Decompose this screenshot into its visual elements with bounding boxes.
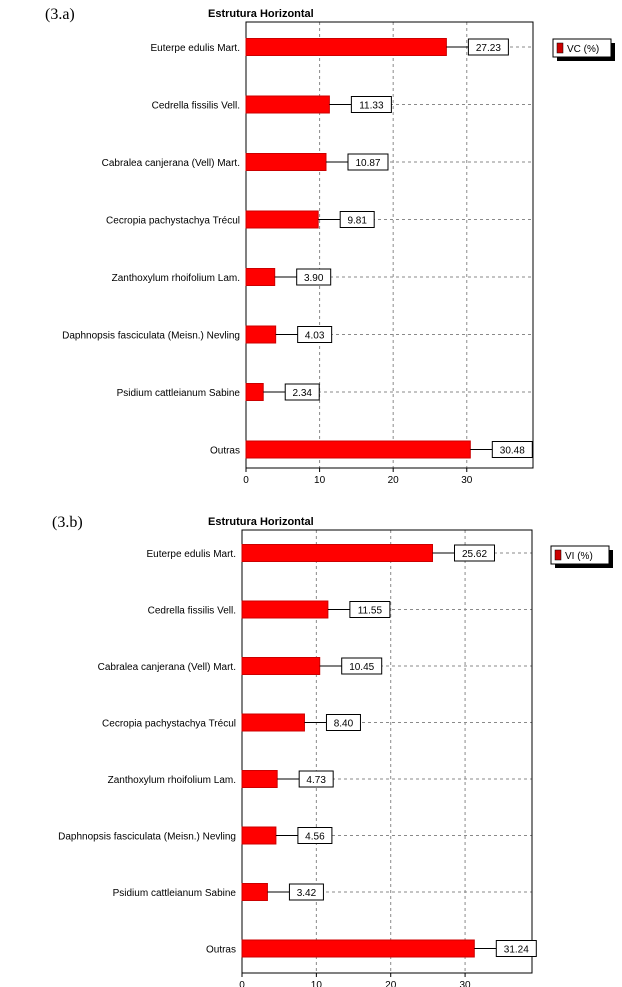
category-label: Outras: [206, 945, 236, 956]
bar: [241, 883, 268, 901]
x-tick-label: 20: [385, 980, 397, 987]
legend-swatch: [556, 42, 564, 54]
bar: [241, 657, 321, 675]
bar: [245, 383, 264, 401]
value-label: 30.48: [500, 446, 525, 457]
bar-chart-a: 0 10 20 30 Euterpe edulis Mart. 27.23 Cedrella…: [62, 21, 615, 486]
legend-box: [552, 38, 612, 58]
value-label: 4.73: [306, 775, 326, 786]
bar: [245, 95, 330, 114]
category-label: Zanthoxylum rhoifolium Lam.: [112, 273, 240, 284]
bar: [245, 325, 277, 344]
value-label-box: [350, 96, 392, 113]
value-label-box: [298, 770, 334, 788]
category-label: Cabralea canjerana (Vell) Mart.: [102, 158, 240, 169]
bar: [241, 939, 475, 958]
category-label: Psidium cattleianum Sabine: [113, 888, 237, 899]
bar: [241, 544, 434, 562]
value-label-box: [297, 326, 333, 343]
bar: [245, 268, 276, 286]
legend-swatch: [554, 549, 562, 561]
value-label: 8.40: [334, 719, 354, 730]
gridlines-a: [246, 22, 533, 468]
x-tick-label: 30: [460, 980, 472, 987]
value-label-box: [288, 883, 324, 901]
value-label: 2.34: [292, 388, 312, 399]
bar: [245, 38, 447, 56]
chart-panel-a: (3.a) Estrutura Horizontal 0 10 20 30 Euterp…: [0, 0, 622, 492]
legend-box: [550, 545, 610, 565]
category-label: Cecropia pachystachya Trécul: [106, 216, 240, 227]
value-label: 27.23: [476, 43, 501, 54]
value-label: 25.62: [462, 549, 487, 560]
legend-label: VC (%): [567, 44, 599, 55]
value-label: 11.33: [359, 101, 384, 112]
chart-panel-b: (3.b) Estrutura Horizontal 0 10 20 30 Euterp…: [0, 508, 622, 987]
category-label: Cedrella fissilis Vell.: [152, 101, 240, 112]
category-label: Daphnopsis fasciculata (Meisn.) Nevling: [58, 832, 236, 843]
value-label: 10.45: [349, 662, 374, 673]
category-label: Cabralea canjerana (Vell) Mart.: [98, 662, 236, 673]
plot-frame-b: [241, 529, 533, 974]
value-label: 4.56: [305, 832, 325, 843]
value-label-box: [349, 601, 391, 618]
value-label-box: [297, 827, 333, 844]
bar: [241, 826, 277, 845]
value-label-box: [491, 441, 533, 458]
category-label: Euterpe edulis Mart.: [147, 549, 237, 560]
gridlines-b: [242, 530, 532, 973]
bar: [245, 210, 319, 229]
bar: [241, 600, 329, 619]
chart-title-b: Estrutura Horizontal: [208, 516, 314, 528]
legend-b: VI (%): [550, 545, 613, 568]
value-label-box: [341, 657, 383, 675]
category-label: Outras: [210, 446, 240, 457]
value-label: 9.81: [347, 216, 367, 227]
category-label: Cecropia pachystachya Trécul: [102, 719, 236, 730]
value-label-box: [296, 268, 332, 286]
value-label: 11.55: [358, 606, 383, 617]
value-label-box: [454, 544, 496, 562]
category-label: Cedrella fissilis Vell.: [148, 606, 236, 617]
x-tick-label: 30: [461, 475, 473, 486]
value-label-box: [467, 38, 509, 56]
value-label-box: [347, 153, 389, 171]
chart-title-a: Estrutura Horizontal: [208, 8, 314, 20]
x-tick-label: 10: [311, 980, 323, 987]
legend-label: VI (%): [565, 551, 593, 562]
category-label: Zanthoxylum rhoifolium Lam.: [108, 775, 236, 786]
bar: [245, 440, 471, 459]
bar: [241, 713, 305, 732]
category-label: Euterpe edulis Mart.: [151, 43, 241, 54]
x-tick-label: 10: [314, 475, 326, 486]
value-label: 10.87: [355, 158, 380, 169]
x-tick-label: 0: [239, 980, 245, 987]
panel-label-a: (3.a): [45, 6, 75, 23]
x-tick-label: 20: [388, 475, 400, 486]
plot-frame-a: [245, 21, 534, 469]
value-label: 4.03: [305, 331, 325, 342]
legend-a: VC (%): [552, 38, 615, 61]
bar-chart-b: 0 10 20 30 Euterpe edulis Mart. 25.62 Cedrella…: [58, 529, 613, 987]
value-label: 3.42: [297, 888, 317, 899]
bar: [241, 770, 278, 788]
value-label-box: [339, 211, 375, 228]
value-label-box: [325, 714, 361, 731]
category-label: Daphnopsis fasciculata (Meisn.) Nevling: [62, 331, 240, 342]
panel-label-b: (3.b): [52, 514, 83, 531]
value-label: 3.90: [304, 273, 324, 284]
value-label-box: [495, 940, 537, 957]
x-tick-label: 0: [243, 475, 249, 486]
value-label-box: [284, 383, 320, 401]
category-label: Psidium cattleianum Sabine: [117, 388, 241, 399]
bar: [245, 153, 327, 171]
value-label: 31.24: [504, 945, 529, 956]
